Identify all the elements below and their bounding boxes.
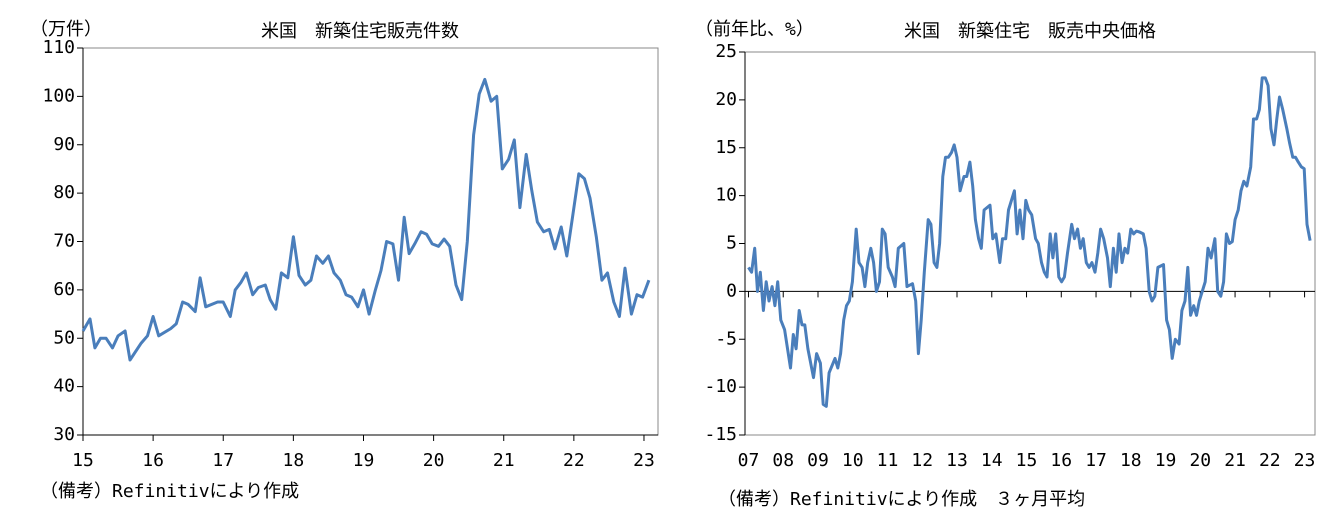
chart-title: 米国 新築住宅 販売中央価格 [904, 21, 1156, 42]
x-tick-label: 13 [946, 450, 968, 471]
y-tick-label: 20 [715, 89, 737, 110]
note: （備考）Refinitivにより作成 [40, 481, 299, 502]
y-tick-label: 90 [53, 134, 75, 155]
x-tick-label: 19 [1155, 450, 1177, 471]
y-tick-label: 10 [715, 185, 737, 206]
y-tick-label: 25 [715, 41, 737, 62]
plot-frame [82, 47, 659, 436]
data-line [747, 76, 1312, 408]
y-axis-unit: （万件） [30, 19, 102, 40]
y-tick-label: 70 [53, 231, 75, 252]
x-tick-label: 21 [493, 450, 515, 471]
chart-title: 米国 新築住宅販売件数 [261, 21, 459, 42]
y-tick-label: 110 [42, 37, 75, 58]
x-tick-label: 08 [772, 450, 794, 471]
y-tick-label: -10 [704, 376, 737, 397]
x-tick-label: 18 [283, 450, 305, 471]
data-line [81, 77, 651, 362]
x-tick-label: 11 [877, 450, 899, 471]
x-tick-label: 17 [212, 450, 234, 471]
y-tick-label: -15 [704, 424, 737, 445]
y-tick-label: 100 [42, 85, 75, 106]
x-tick-label: 14 [981, 450, 1003, 471]
x-tick-label: 23 [633, 450, 655, 471]
x-tick-label: 23 [1294, 450, 1316, 471]
y-tick-label: 0 [726, 280, 737, 301]
x-tick-label: 10 [842, 450, 864, 471]
y-tick-label: 5 [726, 233, 737, 254]
x-tick-label: 19 [353, 450, 375, 471]
x-tick-label: 18 [1120, 450, 1142, 471]
y-tick-label: -5 [715, 328, 737, 349]
x-tick-label: 20 [423, 450, 445, 471]
x-tick-label: 20 [1189, 450, 1211, 471]
x-tick-label: 15 [72, 450, 94, 471]
y-tick-label: 40 [53, 376, 75, 397]
y-tick-label: 50 [53, 327, 75, 348]
x-tick-label: 07 [738, 450, 760, 471]
x-tick-label: 22 [563, 450, 585, 471]
y-tick-label: 30 [53, 424, 75, 445]
y-tick-label: 80 [53, 182, 75, 203]
x-tick-label: 22 [1259, 450, 1281, 471]
x-tick-label: 09 [807, 450, 829, 471]
x-tick-label: 17 [1085, 450, 1107, 471]
x-tick-label: 15 [1016, 450, 1038, 471]
y-tick-label: 15 [715, 137, 737, 158]
note: （備考）Refinitivにより作成 ３ヶ月平均 [718, 489, 1085, 510]
x-tick-label: 16 [1050, 450, 1072, 471]
x-tick-label: 21 [1224, 450, 1246, 471]
x-tick-label: 16 [142, 450, 164, 471]
y-tick-label: 60 [53, 279, 75, 300]
y-axis-unit: （前年比、%） [695, 19, 814, 40]
x-tick-label: 12 [911, 450, 933, 471]
